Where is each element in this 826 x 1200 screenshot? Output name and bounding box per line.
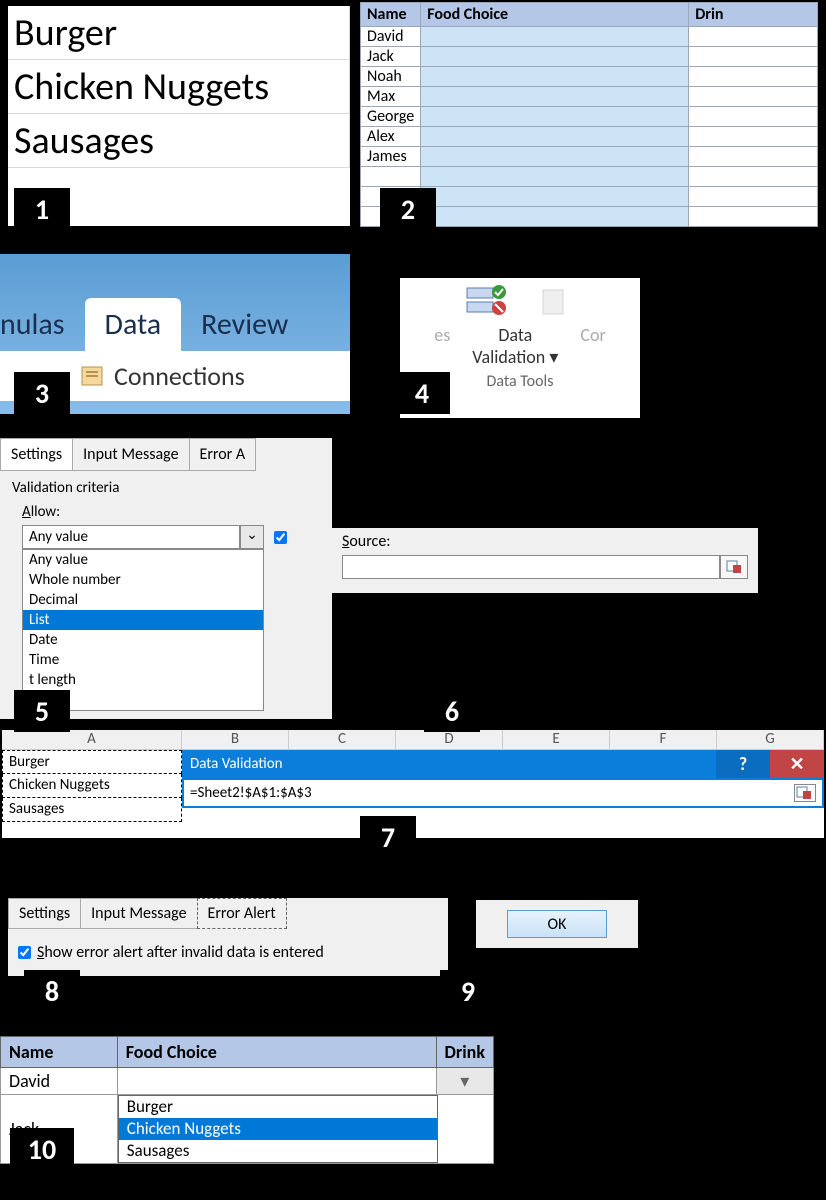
data-validation-icon [465,282,509,322]
tab-review[interactable]: Review [181,298,308,351]
dropdown-list: Burger Chicken Nuggets Sausages [118,1095,438,1163]
tab-input-message[interactable]: Input Message [72,438,189,471]
selected-cell[interactable]: Burger [2,750,182,774]
food-list-item: Burger [8,6,350,60]
header-name: Name [361,3,421,27]
ok-button[interactable]: OK [507,910,607,938]
col-header[interactable]: C [289,730,396,750]
connections-label[interactable]: Connections [114,360,245,392]
cell-name[interactable]: Alex [361,127,421,147]
right-cut: Cor [580,324,605,368]
source-input[interactable] [342,555,720,579]
selected-cell[interactable]: Chicken Nuggets [2,774,182,798]
allow-label: Allow: [22,503,320,521]
header-name: Name [1,1037,118,1068]
badge-9: 9 [440,970,496,1012]
validation-criteria-label: Validation criteria [12,479,320,497]
cell-name[interactable]: David [361,27,421,47]
selected-cell[interactable]: Sausages [2,798,182,822]
col-header[interactable]: F [610,730,717,750]
badge-10: 10 [10,1128,74,1170]
show-error-label: Show error alert after invalid data is e… [37,943,324,962]
allow-option[interactable]: Any value [23,550,263,570]
cell-food[interactable] [421,27,689,47]
range-selector-button[interactable] [720,555,748,579]
allow-option[interactable]: Whole number [23,570,263,590]
header-drink: Drin [689,3,818,27]
dialog-title: Data Validation [190,755,283,773]
settings-allow-panel: Settings Input Message Error A Validatio… [0,438,332,719]
allow-option[interactable]: t length [23,670,263,690]
col-header[interactable]: A [2,730,182,750]
cell-name[interactable] [361,167,421,187]
badge-7: 7 [360,816,416,858]
header-food: Food Choice [117,1037,436,1068]
badge-2: 2 [380,188,436,230]
cell-name[interactable]: David [1,1068,118,1095]
allow-option-list[interactable]: List [23,610,263,630]
allow-option[interactable]: Decimal [23,590,263,610]
data-validation-button[interactable]: Data Validation ▾ [472,324,558,368]
formula-text[interactable]: =Sheet2!$A$1:$A$3 [190,784,794,802]
group-label: Data Tools [487,372,554,391]
dropdown-arrow-button[interactable]: ▾ [436,1068,493,1095]
cell-name[interactable]: George [361,107,421,127]
col-header[interactable]: B [182,730,289,750]
dropdown-option[interactable]: Burger [119,1096,437,1118]
cell-name[interactable]: James [361,147,421,167]
dropdown-option[interactable]: Sausages [119,1140,437,1162]
header-drink: Drink [436,1037,493,1068]
badge-5: 5 [14,690,70,732]
source-label: Source: [342,532,748,551]
badge-6: 6 [424,690,480,732]
tab-data[interactable]: Data [85,298,182,351]
ignore-blank-checkbox[interactable] [274,531,287,544]
tab-settings[interactable]: Settings [0,438,73,471]
dropdown-option[interactable]: Chicken Nuggets [119,1118,437,1140]
food-list-item: Sausages [8,114,350,168]
show-error-checkbox[interactable] [18,946,31,959]
tab-error-alert[interactable]: Error Alert [197,898,287,929]
dropdown-button[interactable]: ⌄ [240,525,264,549]
error-alert-panel: Settings Input Message Error Alert Show … [8,898,448,976]
cell-food[interactable] [117,1068,436,1095]
cell-name[interactable]: Jack [361,47,421,67]
tab-input-message[interactable]: Input Message [80,898,197,929]
result-dropdown-panel: Name Food Choice Drink David ▾ Jack Burg… [0,1036,494,1164]
ok-button-panel: OK [476,900,638,948]
allow-option[interactable]: Date [23,630,263,650]
source-input-panel: Source: [332,528,758,593]
col-header[interactable]: E [503,730,610,750]
collapse-range-button[interactable] [794,784,816,802]
allow-option[interactable]: Time [23,650,263,670]
close-button[interactable]: ✕ [770,750,824,778]
allow-options-list: Any value Whole number Decimal List Date… [22,549,264,711]
badge-1: 1 [14,188,70,230]
connections-icon [80,363,108,389]
help-button[interactable]: ? [716,750,770,778]
tab-settings[interactable]: Settings [8,898,81,929]
cell-name[interactable]: Noah [361,67,421,87]
allow-select[interactable]: Any value [22,525,240,549]
consolidate-icon [539,282,575,322]
col-header[interactable]: D [396,730,503,750]
col-header[interactable]: G [717,730,824,750]
tab-error-alert[interactable]: Error A [189,438,257,471]
badge-3: 3 [14,372,70,414]
cell-name[interactable]: Max [361,87,421,107]
dropdown-arrow-icon: ▾ [549,346,558,368]
badge-4: 4 [394,372,450,414]
badge-8: 8 [24,970,80,1012]
header-food: Food Choice [421,3,689,27]
dialog-titlebar: Data Validation ? ✕ [182,750,824,778]
tab-formulas[interactable]: nulas [0,298,85,351]
left-cut: es [434,324,450,368]
food-list-item: Chicken Nuggets [8,60,350,114]
